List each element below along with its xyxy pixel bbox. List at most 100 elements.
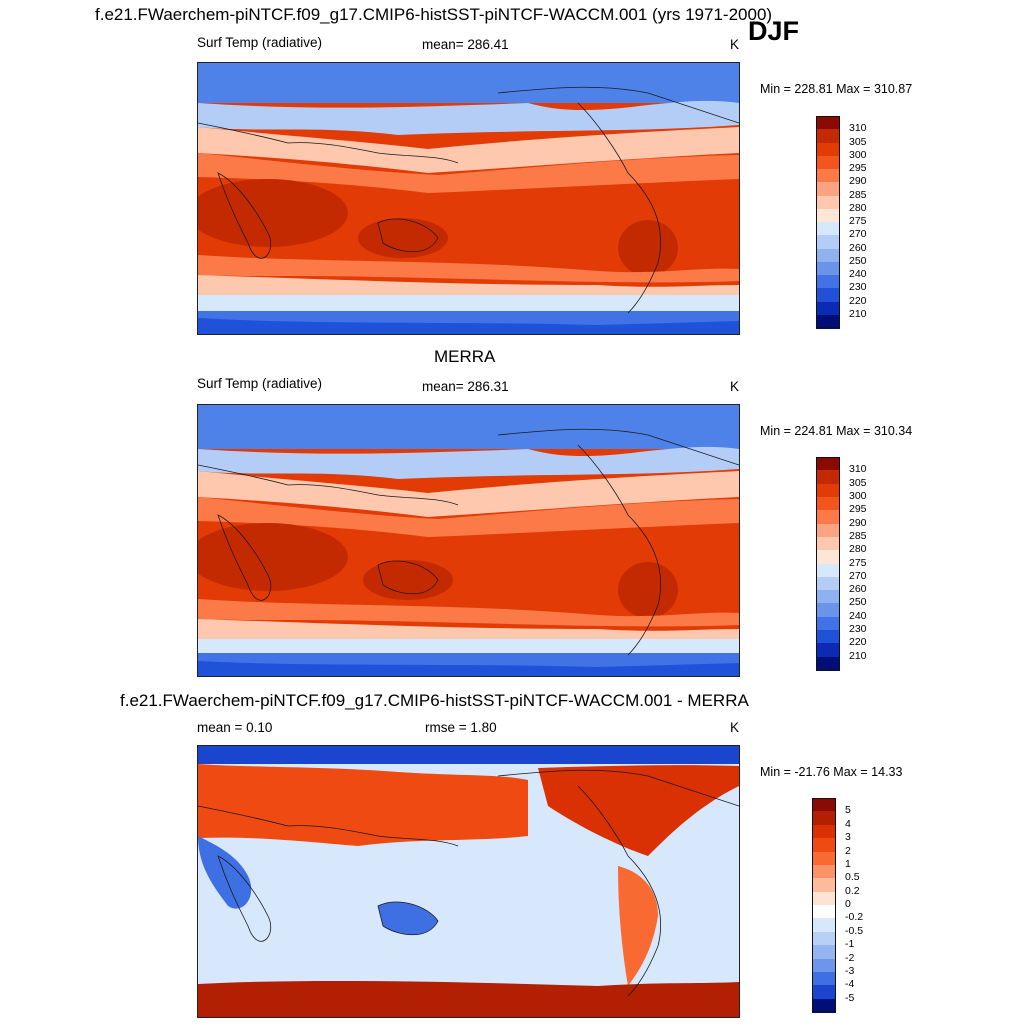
colorbar-swatch [812, 824, 836, 839]
panel1-units: K [730, 37, 740, 52]
panel2-variable: Surf Temp (radiative) [197, 376, 323, 391]
field-band-south-cool [198, 295, 739, 311]
colorbar-swatch [812, 918, 836, 933]
colorbar-tick-label: 3 [845, 831, 851, 844]
field-hot-africa [198, 179, 348, 247]
colorbar-swatch [816, 656, 840, 671]
colorbar-swatch [816, 510, 840, 525]
colorbar-swatch [812, 931, 836, 946]
colorbar-tick-label: 285 [849, 188, 867, 201]
field-hot-southamerica [618, 562, 678, 618]
panel3-field [198, 746, 739, 1017]
colorbar-swatch [812, 798, 836, 812]
field-hot-australia [363, 560, 453, 600]
colorbar-tick-label: 310 [849, 122, 867, 135]
colorbar-tick-label: 280 [849, 543, 867, 556]
panel3-coastlines [198, 769, 739, 997]
colorbar-tick-label: 250 [849, 596, 867, 609]
colorbar-tick-label: 275 [849, 215, 867, 227]
colorbar-tick-label: 295 [849, 162, 867, 174]
field-band-mild [198, 471, 739, 517]
colorbar-swatch [816, 576, 840, 591]
panel1-minmax: Min = 228.81 Max = 310.87 [760, 82, 913, 96]
colorbar-tick-label: 300 [849, 148, 867, 161]
colorbar-swatch [816, 142, 840, 157]
colorbar-swatch [812, 851, 836, 866]
panel2-field [198, 405, 739, 676]
panel1-field [198, 63, 739, 334]
field-hot-africa [198, 523, 348, 591]
colorbar-tick-label: 240 [849, 268, 867, 280]
colorbar-tick-label: 285 [849, 529, 867, 542]
colorbar-tick-label: 295 [849, 503, 867, 516]
colorbar-swatch [816, 603, 840, 618]
panel2-mean: mean= 286.31 [422, 379, 509, 394]
colorbar-tick-label: 260 [849, 583, 867, 596]
colorbar-swatch [816, 116, 840, 130]
colorbar-swatch [816, 630, 840, 644]
field-band-south-cool [198, 639, 739, 653]
colorbar-swatch [816, 314, 840, 329]
colorbar-tick-label: 305 [849, 135, 867, 148]
season-label: DJF [748, 16, 800, 46]
colorbar-tick-label: 270 [849, 228, 867, 241]
colorbar-tick-label: 300 [849, 489, 867, 502]
panel1-coastlines [198, 86, 739, 314]
colorbar-swatch [816, 155, 840, 170]
colorbar-tick-label: 290 [849, 175, 867, 188]
colorbar-swatch [816, 248, 840, 263]
colorbar-swatch [812, 864, 836, 879]
colorbar-tick-label: 230 [849, 623, 867, 636]
colorbar-swatch [816, 496, 840, 511]
panel1-colorbar: 310 305 300 295 290 285 280 275 270 260 250 240 230 2… [816, 116, 867, 329]
diff-australia [378, 901, 438, 935]
colorbar-swatch [816, 288, 840, 303]
colorbar-swatch [812, 838, 836, 853]
colorbar-tick-label: 5 [845, 804, 851, 817]
diff-antarctic [198, 980, 739, 1017]
colorbar-tick-label: -2 [845, 951, 855, 964]
diff-africa-cold [198, 836, 252, 909]
panel3-units: K [730, 720, 740, 735]
colorbar-swatch [816, 536, 840, 551]
colorbar-swatch [816, 195, 840, 210]
colorbar-tick-label: 250 [849, 254, 867, 267]
diff-northamerica [538, 765, 739, 856]
colorbar-tick-label: 2 [845, 844, 851, 857]
colorbar-tick-label: 310 [849, 463, 867, 476]
colorbar-swatch [816, 483, 840, 498]
colorbar-swatch [816, 523, 840, 538]
panel3-mean: mean = 0.10 [197, 720, 273, 735]
colorbar-swatch [816, 222, 840, 236]
colorbar-swatch [812, 945, 836, 960]
colorbar-tick-label: 270 [849, 569, 867, 582]
colorbar-swatch [812, 878, 836, 893]
colorbar-tick-label: 220 [849, 294, 867, 307]
diff-arctic [198, 746, 739, 764]
field-hot-southamerica [618, 220, 678, 276]
colorbar-tick-label: 280 [849, 201, 867, 214]
colorbar-swatch [816, 590, 840, 605]
colorbar-tick-label: 240 [849, 609, 867, 622]
colorbar-swatch [816, 616, 840, 631]
field-band-warm [198, 153, 739, 193]
field-band-cold [198, 100, 739, 135]
colorbar-tick-label: 290 [849, 516, 867, 529]
colorbar-tick-label: 210 [849, 307, 867, 320]
colorbar-tick-label: -0.2 [845, 911, 864, 924]
colorbar-tick-label: 4 [845, 817, 851, 830]
colorbar-swatch [816, 301, 840, 316]
colorbar-swatch [816, 208, 840, 223]
figure-title: f.e21.FWaerchem-piNTCF.f09_g17.CMIP6-his… [95, 5, 773, 24]
colorbar-tick-label: 0.2 [845, 884, 860, 897]
panel2-minmax: Min = 224.81 Max = 310.34 [760, 424, 913, 438]
colorbar-swatch [812, 998, 836, 1013]
colorbar-swatch [816, 457, 840, 471]
diff-southamerica [618, 866, 658, 986]
colorbar-swatch [812, 811, 836, 826]
panel3-colorbar: 5 4 3 2 1 0.5 0.2 0 -0.2 -0.5 -1 -2 -3 -4 -5 [812, 798, 863, 1013]
colorbar-tick-label: -0.5 [845, 924, 864, 937]
field-arctic [198, 63, 739, 103]
panel2-coastlines [198, 428, 739, 656]
panel1-mean: mean= 286.41 [422, 37, 509, 52]
